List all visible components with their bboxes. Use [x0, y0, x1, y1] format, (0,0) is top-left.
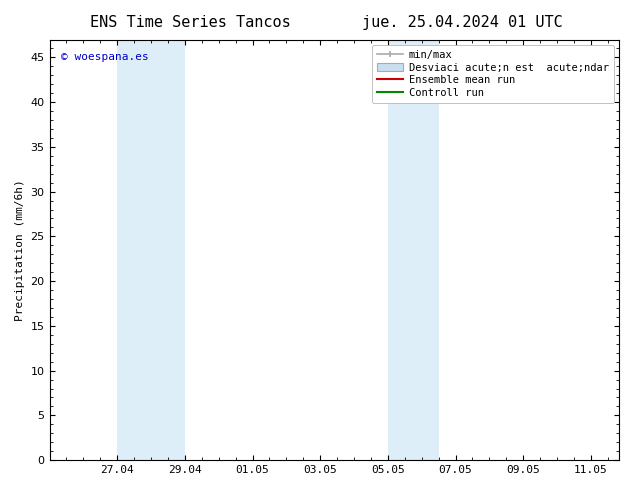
Bar	[117, 40, 185, 460]
Text: jue. 25.04.2024 01 UTC: jue. 25.04.2024 01 UTC	[363, 15, 563, 30]
Text: © woespana.es: © woespana.es	[61, 52, 149, 62]
Bar	[388, 40, 439, 460]
Legend: min/max, Desviaci acute;n est  acute;ndar, Ensemble mean run, Controll run: min/max, Desviaci acute;n est acute;ndar…	[372, 45, 614, 103]
Y-axis label: Precipitation (mm/6h): Precipitation (mm/6h)	[15, 179, 25, 320]
Text: ENS Time Series Tancos: ENS Time Series Tancos	[90, 15, 290, 30]
